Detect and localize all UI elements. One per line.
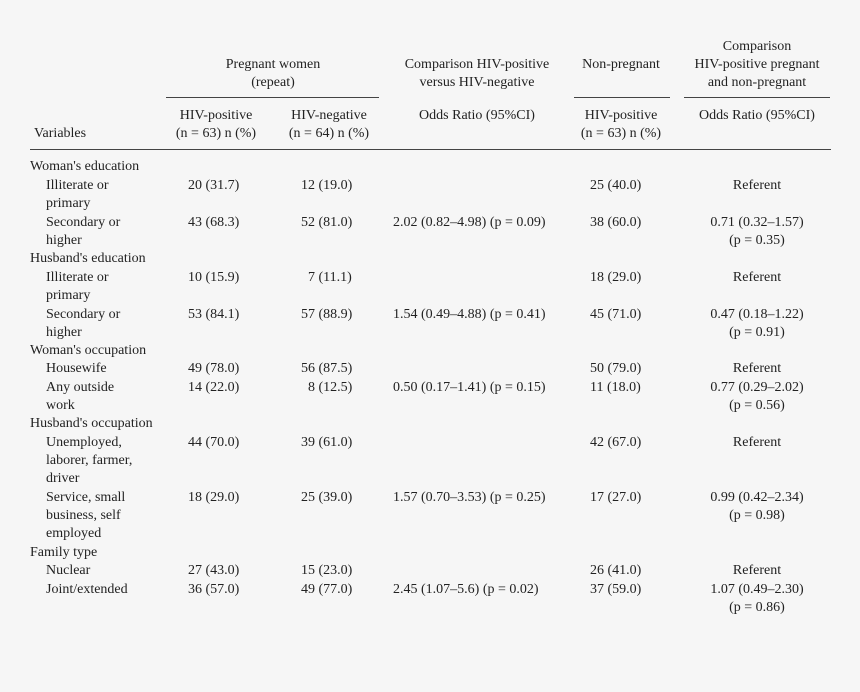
row-label: Service, small business, self employed <box>46 490 126 541</box>
row-label: Illiterate or primary <box>46 270 109 303</box>
cell-or2: 1.07 (0.49–2.30) (p = 0.86) <box>710 582 804 615</box>
section-label: Husband's education <box>30 251 146 266</box>
row-label: Joint/extended <box>46 582 128 597</box>
cell-nonpreg-pos: 42 (67.0) <box>590 435 642 450</box>
cell-preg-pos: 53 (84.1) <box>188 307 240 322</box>
cell-or2: Referent <box>732 361 782 376</box>
row-label: Illiterate or primary <box>46 178 109 211</box>
cell-nonpreg-pos: 45 (71.0) <box>590 307 642 322</box>
cell-nonpreg-pos: 26 (41.0) <box>590 563 642 578</box>
cell-or1: 2.45 (1.07–5.6) (p = 0.02) <box>393 582 539 597</box>
header-group-comparison2: Comparison HIV-positive pregnant and non… <box>694 39 820 90</box>
cell-or1: 0.50 (0.17–1.41) (p = 0.15) <box>393 380 546 395</box>
cell-nonpreg-pos: 37 (59.0) <box>590 582 642 597</box>
cell-or2: 0.77 (0.29–2.02) (p = 0.56) <box>710 380 804 413</box>
col-header-nonpreg-pos: HIV-positive (n = 63) n (%) <box>580 108 662 141</box>
cell-or1: 1.54 (0.49–4.88) (p = 0.41) <box>393 307 546 322</box>
cell-preg-pos: 36 (57.0) <box>188 582 240 597</box>
cell-or1: 2.02 (0.82–4.98) (p = 0.09) <box>393 215 546 230</box>
cell-preg-neg: 12 (19.0) <box>301 178 353 193</box>
header-group-pregnant: Pregnant women (repeat) <box>225 57 321 90</box>
section-label: Family type <box>30 545 98 560</box>
header-rule-comparison2 <box>684 97 830 98</box>
cell-or2: 0.99 (0.42–2.34) (p = 0.98) <box>710 490 804 523</box>
row-label: Nuclear <box>46 563 91 578</box>
cell-or1: 1.57 (0.70–3.53) (p = 0.25) <box>393 490 546 505</box>
cell-preg-neg: 8 (12.5) <box>308 380 353 395</box>
cell-nonpreg-pos: 11 (18.0) <box>590 380 641 395</box>
cell-preg-neg: 25 (39.0) <box>301 490 353 505</box>
header-bottom-rule <box>30 149 831 150</box>
cell-or2: 0.47 (0.18–1.22) (p = 0.91) <box>710 307 804 340</box>
cell-nonpreg-pos: 17 (27.0) <box>590 490 642 505</box>
col-header-variables: Variables <box>34 126 87 141</box>
cell-preg-pos: 18 (29.0) <box>188 490 240 505</box>
cell-or2: Referent <box>732 563 782 578</box>
row-label: Any outside work <box>46 380 115 413</box>
header-rule-nonpregnant <box>574 97 670 98</box>
col-header-preg-neg: HIV-negative (n = 64) n (%) <box>288 108 370 141</box>
cell-or2: Referent <box>732 435 782 450</box>
col-header-or1: Odds Ratio (95%CI) <box>419 108 535 123</box>
cell-preg-pos: 20 (31.7) <box>188 178 240 193</box>
row-label: Unemployed, laborer, farmer, driver <box>46 435 133 486</box>
row-label: Housewife <box>46 361 107 376</box>
cell-preg-pos: 14 (22.0) <box>188 380 240 395</box>
cell-preg-pos: 10 (15.9) <box>188 270 240 285</box>
cell-preg-neg: 39 (61.0) <box>301 435 353 450</box>
header-group-comparison1: Comparison HIV-positive versus HIV-negat… <box>404 57 550 90</box>
section-label: Woman's education <box>30 159 140 174</box>
header-rule-pregnant <box>166 97 379 98</box>
cell-preg-pos: 44 (70.0) <box>188 435 240 450</box>
cell-preg-pos: 43 (68.3) <box>188 215 240 230</box>
header-group-nonpregnant: Non-pregnant <box>582 57 660 72</box>
cell-preg-neg: 56 (87.5) <box>301 361 353 376</box>
cell-preg-neg: 49 (77.0) <box>301 582 353 597</box>
cell-nonpreg-pos: 18 (29.0) <box>590 270 642 285</box>
cell-or2: 0.71 (0.32–1.57) (p = 0.35) <box>710 215 804 248</box>
cell-preg-pos: 49 (78.0) <box>188 361 240 376</box>
cell-preg-pos: 27 (43.0) <box>188 563 240 578</box>
cell-or2: Referent <box>732 178 782 193</box>
cell-or2: Referent <box>732 270 782 285</box>
section-label: Husband's occupation <box>30 416 153 431</box>
row-label: Secondary or higher <box>46 307 121 340</box>
col-header-or2: Odds Ratio (95%CI) <box>699 108 815 123</box>
cell-preg-neg: 15 (23.0) <box>301 563 353 578</box>
col-header-preg-pos: HIV-positive (n = 63) n (%) <box>175 108 257 141</box>
cell-nonpreg-pos: 25 (40.0) <box>590 178 642 193</box>
row-label: Secondary or higher <box>46 215 121 248</box>
cell-preg-neg: 7 (11.1) <box>308 270 352 285</box>
cell-nonpreg-pos: 38 (60.0) <box>590 215 642 230</box>
cell-preg-neg: 57 (88.9) <box>301 307 353 322</box>
cell-preg-neg: 52 (81.0) <box>301 215 353 230</box>
cell-nonpreg-pos: 50 (79.0) <box>590 361 642 376</box>
section-label: Woman's occupation <box>30 343 147 358</box>
